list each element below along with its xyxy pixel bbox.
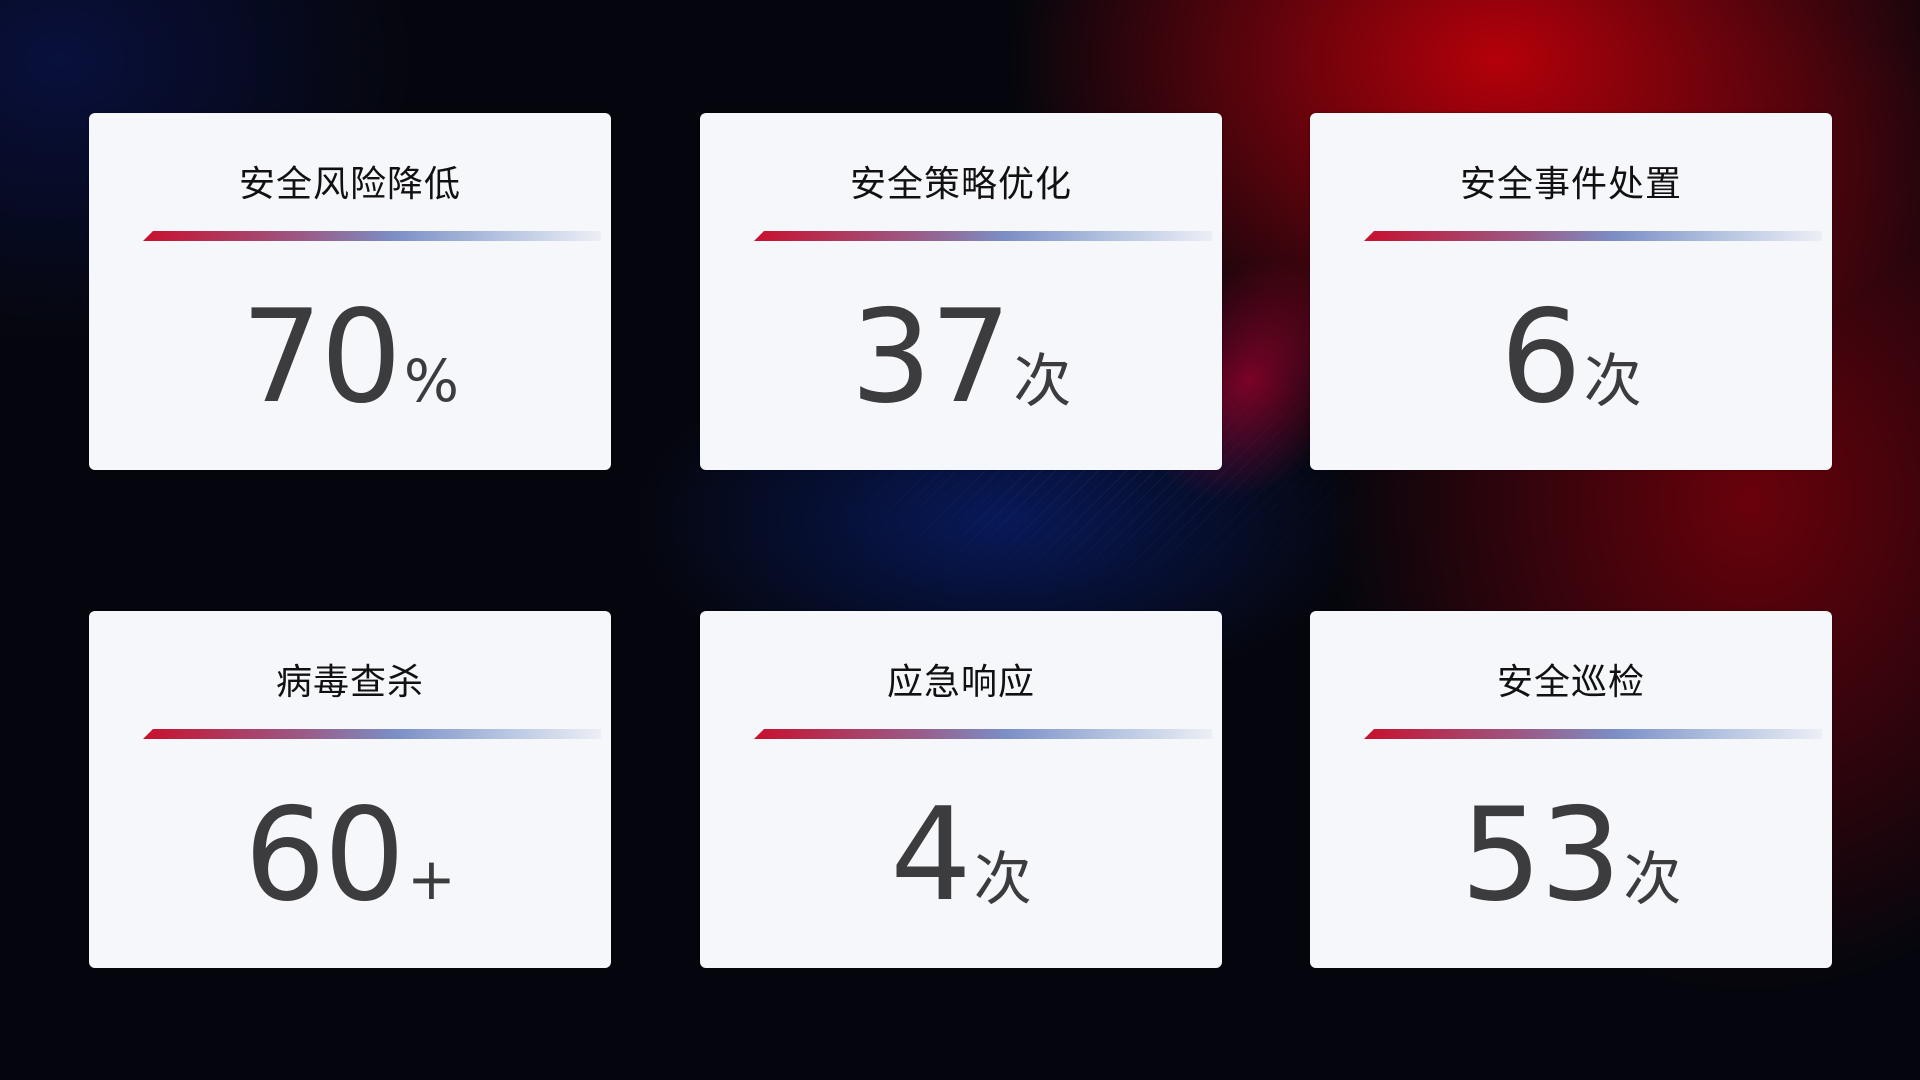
gradient-divider [1364,231,1822,241]
stat-card-emergency-response: 应急响应 4次 [700,611,1222,968]
value-number: 53 [1460,781,1622,930]
stat-card-incident-handling: 安全事件处置 6次 [1310,113,1832,470]
value-unit: 次 [973,845,1032,913]
card-title: 安全巡检 [1496,662,1645,703]
value-unit: + [407,845,456,913]
value-number: 37 [850,283,1012,432]
card-title: 安全事件处置 [1459,164,1682,205]
value-unit: 次 [1583,347,1642,415]
card-value: 37次 [700,283,1222,432]
card-value: 6次 [1310,283,1832,432]
value-unit: % [403,347,459,415]
value-number: 4 [890,781,971,930]
card-title: 安全策略优化 [849,164,1072,205]
gradient-divider [143,729,601,739]
value-unit: 次 [1623,845,1682,913]
stat-card-security-inspection: 安全巡检 53次 [1310,611,1832,968]
stat-card-virus-removal: 病毒查杀 60+ [89,611,611,968]
card-value: 4次 [700,781,1222,930]
card-value: 60+ [89,781,611,930]
gradient-divider [754,231,1212,241]
stat-card-risk-reduction: 安全风险降低 70% [89,113,611,470]
card-title: 应急响应 [886,662,1035,703]
value-unit: 次 [1013,347,1072,415]
card-value: 53次 [1310,781,1832,930]
value-number: 60 [244,781,405,930]
gradient-divider [754,729,1212,739]
card-title: 病毒查杀 [275,662,424,703]
card-value: 70% [89,283,611,432]
value-number: 6 [1500,283,1581,432]
stat-card-policy-optimization: 安全策略优化 37次 [700,113,1222,470]
gradient-divider [143,231,601,241]
gradient-divider [1364,729,1822,739]
value-number: 70 [241,283,402,432]
card-title: 安全风险降低 [238,164,461,205]
